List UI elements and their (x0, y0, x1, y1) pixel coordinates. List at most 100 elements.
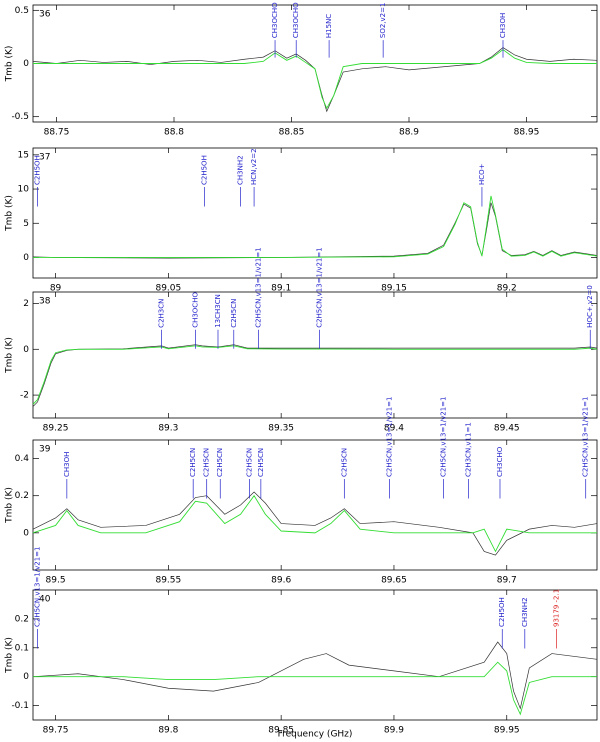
y-tick-label: 0 (23, 59, 29, 69)
y-tick-label: 0 (23, 672, 29, 682)
spectrum-line (32, 491, 598, 556)
line-label: SO2,v2=1 (379, 3, 387, 39)
x-tick-label: 89.5 (46, 576, 66, 586)
line-label: CH3CHO (496, 446, 504, 477)
line-label: CH3OH (499, 13, 507, 38)
x-tick-label: 89.4 (384, 424, 404, 434)
line-label: C2H5CN (246, 448, 254, 477)
x-tick-label: 89.95 (494, 726, 520, 736)
panel-number: 39 (39, 445, 51, 455)
plot-frame (32, 147, 598, 279)
spectrum-line (32, 345, 598, 405)
line-label: HCN,v2=2 (250, 148, 258, 185)
x-tick-label: 89.9 (384, 726, 404, 736)
line-label: C2H5CN (340, 448, 348, 477)
y-tick-label: 0 (23, 528, 29, 538)
x-tick-label: 89.05 (155, 284, 181, 294)
line-label: HCO+ (478, 163, 486, 185)
line-label: C2H5OH (498, 597, 506, 627)
line-label: C2H5CN,v13=1/v21=1 (440, 396, 448, 477)
line-label: C2H5CN,v13=1/v21=1 (385, 396, 393, 477)
panel-number: 37 (39, 153, 50, 163)
x-tick-label: 89.1 (271, 284, 291, 294)
y-tick-label: 0 (23, 345, 29, 355)
y-tick-label: 0.4 (15, 454, 30, 464)
y-tick-label: 5 (23, 219, 29, 229)
y-tick-label: -2 (20, 391, 29, 401)
line-label: HOC+,v2=0 (586, 285, 594, 328)
line-label: CH3OH (63, 452, 71, 477)
panel-number: 40 (39, 595, 51, 605)
x-tick-label: 88.85 (279, 128, 305, 138)
line-label: CH3NH2 (521, 597, 529, 627)
x-tick-label: 89.3 (158, 424, 178, 434)
spectrum-line (32, 344, 598, 407)
y-axis-label: Tmb (K) (5, 195, 15, 232)
x-tick-label: 88.9 (399, 128, 419, 138)
line-label: CH3OCHO (191, 292, 199, 328)
x-axis-label: Frequency (GHz) (278, 730, 353, 740)
line-label: C2H5CN,v13=1/v21=1 (316, 247, 324, 328)
y-tick-label: 0 (23, 253, 29, 263)
line-label: C2H5CN (203, 448, 211, 477)
x-tick-label: 89.6 (271, 576, 291, 586)
spectrum-line (33, 661, 597, 716)
line-label: CH3OCHO (271, 2, 279, 38)
x-tick-label: 89.7 (497, 576, 517, 586)
spectrum-line (32, 641, 598, 710)
line-label: C2H5CN (230, 299, 238, 328)
y-tick-label: 0.2 (15, 614, 29, 624)
line-label: C2H3CN,v11=1 (464, 422, 472, 477)
x-tick-label: 89.75 (43, 726, 69, 736)
x-tick-label: 88.95 (514, 128, 540, 138)
x-tick-label: 89.15 (381, 284, 407, 294)
line-label: C2H5CN (216, 448, 224, 477)
x-tick-label: 89.25 (43, 424, 69, 434)
line-label: C2H5CN,v13=1/v21=1 (582, 396, 590, 477)
y-tick-label: 10 (18, 185, 30, 195)
y-axis-label: Tmb (K) (5, 337, 15, 374)
line-label: C2H5CN (189, 448, 197, 477)
line-label: C2H5CN,v13=1/v21=1 (34, 546, 42, 627)
line-label: C2H3CN (158, 299, 166, 328)
y-axis-label: Tmb (K) (5, 487, 15, 524)
y-axis-label: Tmb (K) (5, 46, 15, 83)
panel-number: 38 (39, 297, 51, 307)
spectrum-line (32, 47, 598, 113)
line-label: C2H5OH (34, 155, 42, 185)
line-label: 13CH3CN (214, 294, 222, 328)
y-tick-label: 0.5 (15, 6, 29, 16)
x-tick-label: 89.35 (268, 424, 294, 434)
line-label: C2H5OH (200, 155, 208, 185)
y-axis-label: Tmb (K) (5, 637, 15, 674)
y-tick-label: 0.2 (15, 491, 29, 501)
plot-frame (32, 439, 598, 571)
line-label: 93179 -2.1 (552, 589, 560, 627)
line-label: H15NC (325, 14, 333, 38)
y-tick-label: -0.5 (11, 112, 29, 122)
y-tick-label: 0.1 (15, 643, 29, 653)
x-tick-label: 88.8 (164, 128, 184, 138)
spectrum-line (32, 494, 597, 553)
panel-number: 36 (39, 10, 51, 20)
x-tick-label: 89.45 (494, 424, 520, 434)
x-tick-label: 89.2 (497, 284, 517, 294)
y-tick-label: 15 (18, 150, 29, 160)
x-tick-label: 88.75 (44, 128, 70, 138)
plot-frame (32, 291, 598, 419)
x-tick-label: 89.85 (268, 726, 294, 736)
y-tick-label: -0.1 (11, 701, 29, 711)
x-tick-label: 89.8 (158, 726, 178, 736)
x-tick-label: 89.55 (155, 576, 181, 586)
line-label: C2H5CN,v13=1/v21=1 (255, 247, 263, 328)
line-label: CH3OCHO (292, 2, 300, 38)
x-tick-label: 89.65 (381, 576, 407, 586)
plot-frame (32, 589, 598, 721)
line-label: C2H5CN (257, 448, 265, 477)
x-tick-label: 89 (50, 284, 62, 294)
spectrum-line (33, 49, 597, 110)
spectrum-line (33, 195, 598, 258)
y-tick-label: 2 (23, 299, 29, 309)
